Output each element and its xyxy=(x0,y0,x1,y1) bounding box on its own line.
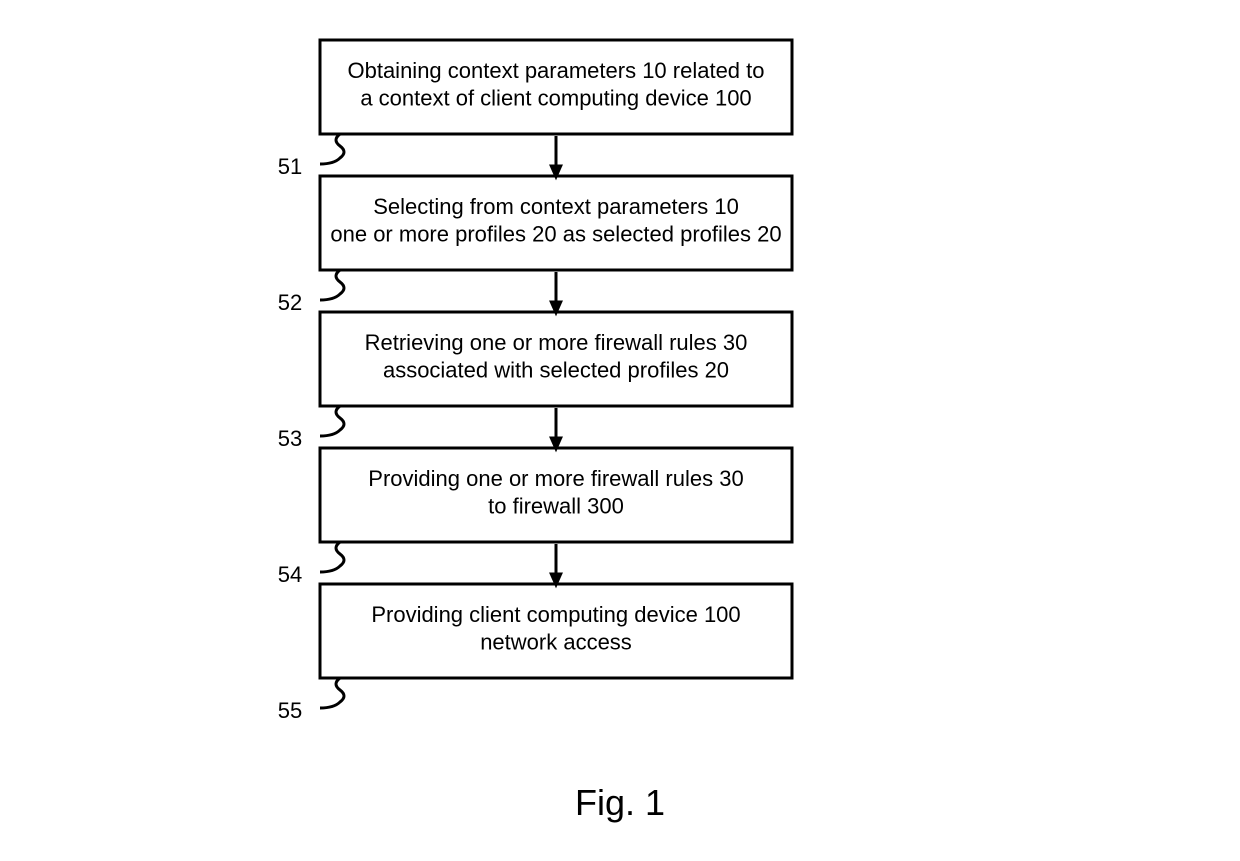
flow-step-text: Providing one or more firewall rules 30 xyxy=(368,466,743,491)
step-label-55: 55 xyxy=(278,698,302,723)
flow-step-text: associated with selected profiles 20 xyxy=(383,358,729,383)
step-squiggle-55 xyxy=(320,678,344,708)
flow-step-text: Providing client computing device 100 xyxy=(371,602,740,627)
flow-step-53: Retrieving one or more firewall rules 30… xyxy=(320,312,792,406)
step-squiggle-51 xyxy=(320,134,344,164)
step-label-51: 51 xyxy=(278,154,302,179)
flow-step-text: network access xyxy=(480,630,632,655)
step-squiggle-52 xyxy=(320,270,344,300)
flow-step-55: Providing client computing device 100 net… xyxy=(320,584,792,678)
flow-step-52: Selecting from context parameters 10 one … xyxy=(320,176,792,270)
figure-label: Fig. 1 xyxy=(575,782,665,823)
step-squiggle-54 xyxy=(320,542,344,572)
flow-step-text: Selecting from context parameters 10 xyxy=(373,194,739,219)
step-squiggle-53 xyxy=(320,406,344,436)
flow-step-51: Obtaining context parameters 10 related … xyxy=(320,40,792,134)
flow-step-text: to firewall 300 xyxy=(488,494,624,519)
flow-step-54: Providing one or more firewall rules 30 t… xyxy=(320,448,792,542)
step-label-53: 53 xyxy=(278,426,302,451)
flow-step-text: Obtaining context parameters 10 related … xyxy=(347,58,764,83)
step-label-52: 52 xyxy=(278,290,302,315)
flow-step-text: a context of client computing device 100 xyxy=(360,86,751,111)
step-label-54: 54 xyxy=(278,562,302,587)
flow-step-text: one or more profiles 20 as selected prof… xyxy=(330,222,781,247)
flow-step-text: Retrieving one or more firewall rules 30 xyxy=(365,330,748,355)
